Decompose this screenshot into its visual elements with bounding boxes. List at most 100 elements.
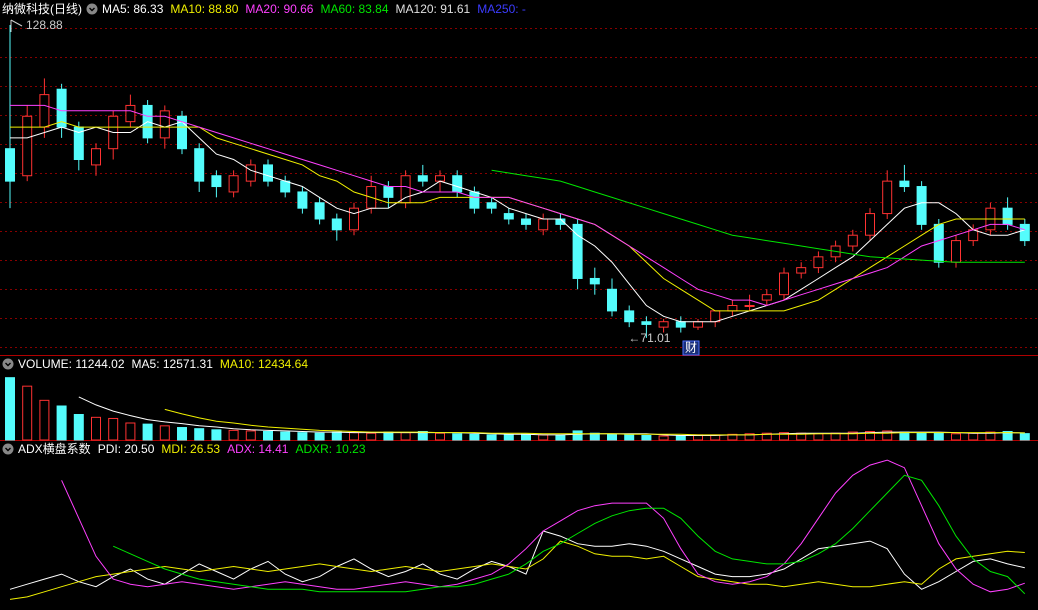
candle-body — [624, 310, 635, 323]
volume-bar — [108, 417, 119, 441]
volume-bar — [177, 427, 187, 441]
volume-bar — [572, 430, 583, 441]
candle-body — [899, 180, 910, 188]
volume-bar — [607, 433, 617, 441]
candle-body — [503, 213, 514, 220]
candle-body — [693, 321, 703, 328]
indicator-line — [9, 530, 1025, 590]
indicator-line — [78, 396, 1025, 436]
legend-item: MA10: 88.80 — [170, 2, 239, 16]
indicator-line — [491, 169, 1025, 263]
low-label: ←71.01 — [628, 331, 670, 345]
volume-bar — [469, 433, 480, 441]
candle-body — [658, 321, 669, 328]
menu-icon[interactable] — [86, 3, 98, 15]
volume-bar — [22, 385, 33, 441]
indicator-line — [9, 540, 1025, 600]
candle-body — [125, 104, 136, 123]
adx-header: ADX横盘系数 PDI: 20.50 MDI: 26.53 ADX: 14.41… — [2, 442, 373, 456]
candle-body — [263, 164, 273, 182]
grid-pattern — [0, 0, 1038, 352]
candle-body — [882, 180, 893, 215]
candle-body — [779, 272, 789, 296]
volume-bar — [452, 433, 463, 441]
volume-bar — [56, 405, 67, 441]
candle-body — [761, 294, 772, 301]
volume-bar — [899, 431, 910, 441]
candle-body — [211, 175, 222, 188]
candle-body — [1002, 207, 1013, 225]
candle-body — [39, 94, 50, 128]
volume-bar — [366, 432, 377, 441]
event-marker-box[interactable] — [682, 340, 700, 356]
high-pointer — [10, 19, 23, 27]
candle-body — [452, 175, 463, 193]
menu-icon[interactable] — [2, 443, 14, 455]
legend-item: VOLUME: 11244.02 — [18, 357, 125, 371]
volume-bar — [675, 434, 686, 441]
indicator-line — [61, 459, 1025, 593]
legend-item: MA5: 86.33 — [102, 2, 164, 16]
volume-bar — [349, 432, 359, 441]
volume-bar — [847, 431, 858, 441]
price-header: 纳微科技(日线) MA5: 86.33 MA10: 88.80 MA20: 90… — [2, 2, 533, 16]
candle-body — [916, 186, 927, 225]
candle-body — [486, 202, 497, 209]
candle-body — [589, 277, 600, 285]
candle-body — [641, 321, 652, 325]
volume-bar — [985, 431, 996, 441]
high-label: 128.88 — [26, 18, 63, 32]
volume-bar — [486, 434, 497, 441]
legend-item: PDI: 20.50 — [97, 442, 155, 456]
candle-body — [177, 115, 187, 150]
candle-body — [744, 304, 755, 307]
candle-body — [349, 207, 359, 231]
candle-body — [710, 310, 721, 323]
candle-body — [968, 229, 979, 242]
panel-title: ADX横盘系数 — [18, 442, 91, 456]
volume-bar — [263, 431, 273, 441]
volume-bar — [194, 428, 205, 441]
volume-bar — [624, 434, 635, 441]
candle-body — [951, 240, 961, 263]
volume-bar — [761, 432, 772, 441]
legend-item: MA60: 83.84 — [320, 2, 389, 16]
volume-bar — [744, 433, 755, 441]
candle-body — [675, 321, 686, 328]
candle-body — [314, 202, 325, 220]
candle-body — [435, 175, 445, 182]
volume-bar — [5, 377, 15, 441]
volume-bar — [1002, 431, 1013, 441]
volume-bar — [211, 429, 222, 441]
volume-bar — [589, 432, 600, 441]
volume-bar — [865, 431, 875, 441]
volume-bar — [916, 432, 927, 441]
candle-body — [813, 256, 824, 269]
volume-bar — [933, 432, 944, 441]
candle-body — [91, 148, 101, 166]
candle-body — [469, 191, 480, 209]
legend-item: MDI: 26.53 — [161, 442, 221, 456]
event-marker[interactable]: 财 — [685, 341, 697, 355]
volume-bar — [125, 422, 136, 441]
volume-bar — [280, 431, 291, 441]
candle-body — [538, 218, 549, 231]
indicator-line — [112, 474, 1026, 595]
legend-item: MA120: 91.61 — [395, 2, 471, 16]
menu-icon[interactable] — [2, 358, 14, 370]
candle-body — [933, 223, 944, 263]
legend-item: MA5: 12571.31 — [131, 357, 213, 371]
volume-bar — [73, 414, 84, 441]
volume-bar — [159, 425, 170, 441]
candle-body — [727, 304, 738, 312]
volume-bar — [228, 429, 239, 441]
volume-bar — [331, 431, 342, 441]
volume-bar — [779, 432, 789, 441]
candle-body — [796, 267, 807, 274]
candle-body — [297, 191, 308, 209]
volume-bar — [435, 432, 445, 441]
volume-bar — [727, 433, 738, 441]
candle-body — [22, 115, 33, 177]
candle-body — [5, 148, 15, 182]
